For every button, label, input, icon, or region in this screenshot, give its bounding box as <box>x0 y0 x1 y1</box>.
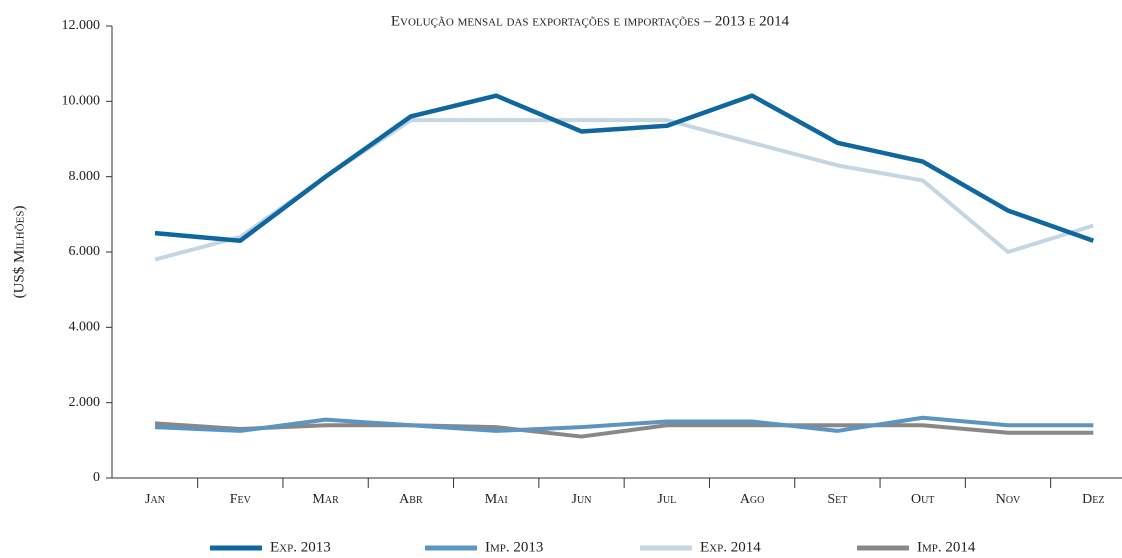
legend-label: Exp. 2013 <box>270 539 331 555</box>
chart-title: Evolução mensal das exportações e import… <box>391 13 790 29</box>
y-tick-label: 12.000 <box>62 18 101 33</box>
x-tick-label: Out <box>911 492 934 507</box>
series-line <box>154 118 1094 262</box>
x-tick-label: Abr <box>399 492 423 507</box>
x-tick-label: Jul <box>657 492 676 507</box>
x-tick-label: Nov <box>996 492 1021 507</box>
legend-label: Imp. 2013 <box>485 539 543 555</box>
y-tick-label: 4.000 <box>69 320 101 335</box>
legend-label: Imp. 2014 <box>917 539 976 555</box>
x-tick-label: Mar <box>312 492 339 507</box>
y-axis-label: (US$ Milhões) <box>11 206 27 299</box>
x-tick-label: Jan <box>145 492 165 507</box>
x-tick-label: Mai <box>485 492 508 507</box>
x-tick-label: Dez <box>1082 492 1104 507</box>
x-tick-label: Set <box>827 492 847 507</box>
series-line <box>154 415 1094 433</box>
series-line <box>154 421 1094 439</box>
y-tick-label: 0 <box>93 470 100 485</box>
y-tick-label: 2.000 <box>69 395 101 410</box>
series-line <box>154 93 1095 243</box>
x-tick-label: Jun <box>572 492 592 507</box>
y-tick-label: 6.000 <box>69 244 101 259</box>
legend-label: Exp. 2014 <box>700 539 761 555</box>
x-tick-label: Ago <box>740 492 765 507</box>
y-tick-label: 10.000 <box>62 94 101 109</box>
x-tick-label: Fev <box>230 492 252 507</box>
y-tick-label: 8.000 <box>69 169 101 184</box>
